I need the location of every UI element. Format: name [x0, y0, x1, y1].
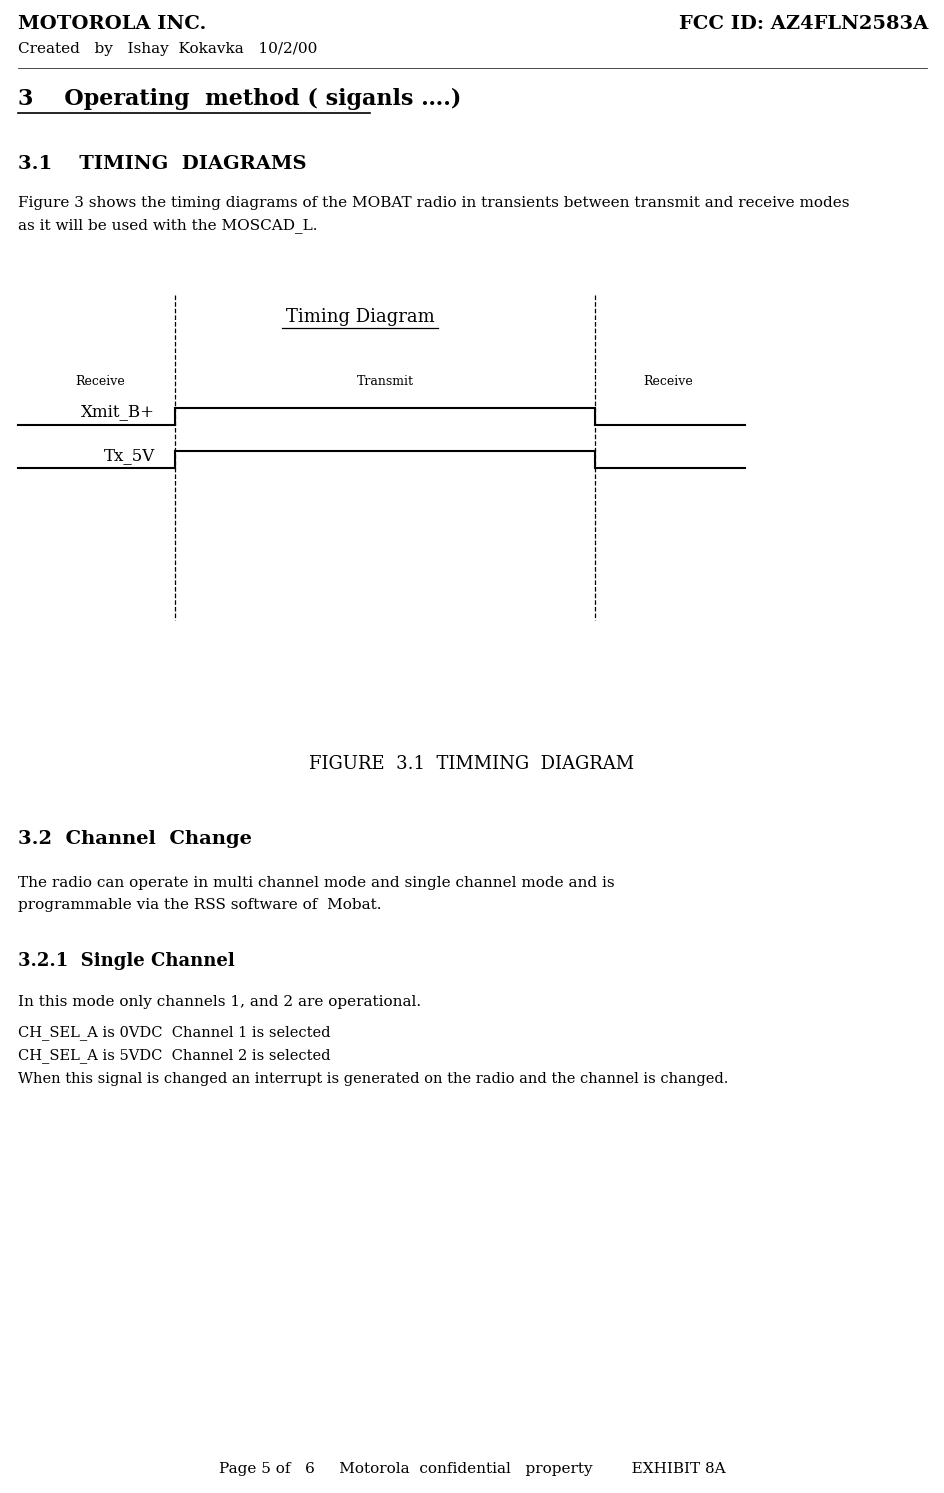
Text: 3.2  Channel  Change: 3.2 Channel Change	[18, 830, 252, 848]
Text: FIGURE  3.1  TIMMING  DIAGRAM: FIGURE 3.1 TIMMING DIAGRAM	[309, 755, 633, 773]
Text: The radio can operate in multi channel mode and single channel mode and is: The radio can operate in multi channel m…	[18, 876, 614, 890]
Text: programmable via the RSS software of  Mobat.: programmable via the RSS software of Mob…	[18, 897, 381, 912]
Text: Tx_5V: Tx_5V	[104, 448, 155, 464]
Text: Created   by   Ishay  Kokavka   10/2/00: Created by Ishay Kokavka 10/2/00	[18, 42, 317, 57]
Text: FCC ID: AZ4FLN2583A: FCC ID: AZ4FLN2583A	[678, 15, 927, 33]
Text: Receive: Receive	[643, 375, 692, 388]
Text: 3.1    TIMING  DIAGRAMS: 3.1 TIMING DIAGRAMS	[18, 155, 306, 173]
Text: In this mode only channels 1, and 2 are operational.: In this mode only channels 1, and 2 are …	[18, 994, 421, 1009]
Text: as it will be used with the MOSCAD_L.: as it will be used with the MOSCAD_L.	[18, 218, 317, 233]
Text: Xmit_B+: Xmit_B+	[81, 403, 155, 421]
Text: 3.2.1  Single Channel: 3.2.1 Single Channel	[18, 953, 234, 970]
Text: CH_SEL_A is 5VDC  Channel 2 is selected: CH_SEL_A is 5VDC Channel 2 is selected	[18, 1048, 330, 1063]
Text: 3    Operating  method ( siganls ….): 3 Operating method ( siganls ….)	[18, 88, 461, 110]
Text: Page 5 of   6     Motorola  confidential   property        EXHIBIT 8A: Page 5 of 6 Motorola confidential proper…	[218, 1462, 725, 1477]
Text: MOTOROLA INC.: MOTOROLA INC.	[18, 15, 206, 33]
Text: CH_SEL_A is 0VDC  Channel 1 is selected: CH_SEL_A is 0VDC Channel 1 is selected	[18, 1026, 330, 1041]
Text: Transmit: Transmit	[356, 375, 413, 388]
Text: Receive: Receive	[75, 375, 125, 388]
Text: Figure 3 shows the timing diagrams of the MOBAT radio in transients between tran: Figure 3 shows the timing diagrams of th…	[18, 196, 849, 211]
Text: When this signal is changed an interrupt is generated on the radio and the chann: When this signal is changed an interrupt…	[18, 1072, 728, 1085]
Text: Timing Diagram: Timing Diagram	[285, 308, 434, 325]
